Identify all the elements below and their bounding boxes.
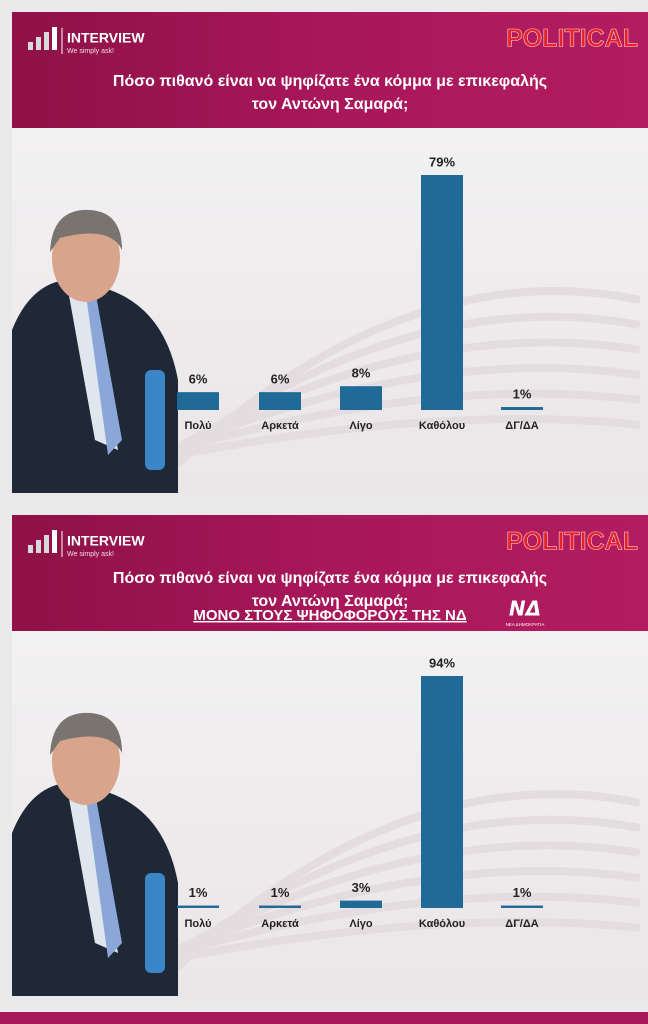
photo-folder <box>145 370 165 470</box>
photo-face <box>52 214 120 302</box>
logo-bar <box>44 535 49 553</box>
bar <box>340 900 382 908</box>
bottom-strip <box>0 1012 648 1024</box>
value-label: 6% <box>189 372 208 387</box>
bar <box>340 386 382 410</box>
bar <box>501 407 543 410</box>
bar <box>259 905 301 908</box>
photo-tie <box>86 798 122 958</box>
photo-face <box>52 717 120 805</box>
header <box>12 515 648 631</box>
category-label: Πολύ <box>184 420 211 432</box>
subtitle: ΜΟΝΟ ΣΤΟΥΣ ΨΗΦΟΦΟΡΟΥΣ ΤΗΣ ΝΔ <box>193 607 467 624</box>
title: τον Αντώνη Σαμαρά; <box>252 96 409 113</box>
party-logo-text: ΝΕΑ ΔΗΜΟΚΡΑΤΙΑ <box>506 622 545 627</box>
category-label: ΔΓ/ΔΑ <box>505 420 538 432</box>
category-label: Καθόλου <box>419 918 465 930</box>
category-label: Καθόλου <box>419 420 465 432</box>
photo-hair <box>50 712 122 755</box>
logo-bar <box>28 42 33 50</box>
bar <box>501 905 543 908</box>
political-label: POLITICAL <box>506 25 638 53</box>
category-label: Πολύ <box>184 918 211 930</box>
value-label: 6% <box>271 372 290 387</box>
category-label: Λίγο <box>349 918 373 930</box>
tagline: We simply ask! <box>67 551 114 558</box>
logo-bar <box>44 32 49 50</box>
category-label: ΔΓ/ΔΑ <box>505 918 538 930</box>
photo-tie <box>86 295 122 455</box>
category-label: Αρκετά <box>261 420 299 432</box>
brand: INTERVIEW <box>67 30 145 46</box>
title: Πόσο πιθανό είναι να ψηφίζατε ένα κόμμα … <box>113 570 547 587</box>
logo-bar <box>28 545 33 553</box>
title: Πόσο πιθανό είναι να ψηφίζατε ένα κόμμα … <box>113 73 547 90</box>
category-label: Λίγο <box>349 420 373 432</box>
header <box>12 12 648 128</box>
tagline: We simply ask! <box>67 48 114 55</box>
bar <box>259 392 301 410</box>
value-label: 1% <box>189 885 208 900</box>
photo-hair <box>50 209 122 252</box>
bar <box>177 392 219 410</box>
value-label: 1% <box>513 386 532 401</box>
logo-bar <box>52 27 57 50</box>
value-label: 79% <box>429 154 455 169</box>
bar <box>177 905 219 908</box>
brand: INTERVIEW <box>67 533 145 549</box>
value-label: 8% <box>352 366 371 381</box>
political-label: POLITICAL <box>506 528 638 556</box>
value-label: 1% <box>271 885 290 900</box>
category-label: Αρκετά <box>261 918 299 930</box>
value-label: 3% <box>352 880 371 895</box>
title: τον Αντώνη Σαμαρά; <box>252 593 409 610</box>
logo-bar <box>52 530 57 553</box>
bar <box>421 175 463 410</box>
party-logo-mark: ΝΔ <box>509 597 541 621</box>
value-label: 94% <box>429 655 455 670</box>
bar <box>421 676 463 908</box>
logo-bar <box>36 37 41 50</box>
photo-folder <box>145 873 165 973</box>
value-label: 1% <box>513 885 532 900</box>
logo-bar <box>36 540 41 553</box>
